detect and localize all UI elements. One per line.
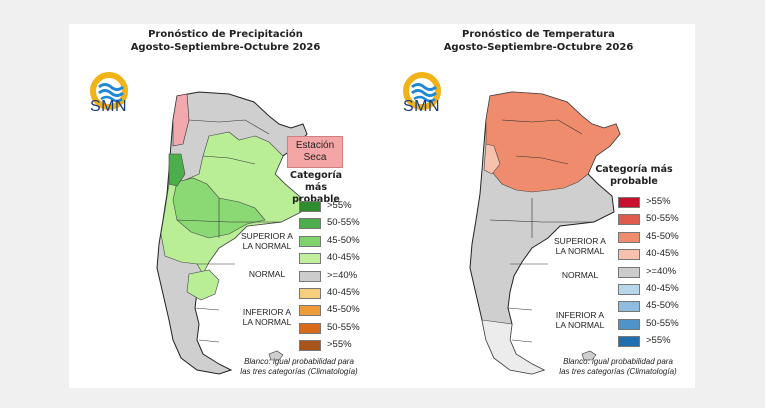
precip-superior-label: SUPERIOR A LA NORMAL [237, 231, 297, 251]
dry-season-region [172, 93, 190, 147]
legend-label: 40-45% [646, 283, 679, 294]
legend-swatch [618, 336, 640, 348]
legend-label: 45-50% [646, 230, 679, 242]
malvinas-islands [268, 350, 284, 361]
dry-season-line2: Seca [303, 152, 327, 163]
legend-swatch [299, 218, 321, 230]
temp-sup-line2: LA NORMAL [555, 246, 605, 256]
temperature-panel: Pronóstico de Temperatura Agosto-Septiem… [382, 24, 695, 388]
temp-inf-line2: LA NORMAL [555, 320, 605, 330]
legend-label: 45-50% [327, 304, 360, 316]
legend-label: 40-45% [327, 252, 360, 264]
legend-label: 45-50% [327, 234, 360, 246]
temp-inferior-label: INFERIOR A LA NORMAL [550, 310, 610, 330]
legend-swatch [299, 305, 321, 317]
temp-inf-line1: INFERIOR A [555, 310, 605, 320]
temp-category-title: Categoría más probable [594, 164, 674, 188]
temp-superior-label: SUPERIOR A LA NORMAL [550, 236, 610, 256]
legend-label: 50-55% [646, 317, 679, 329]
green-region-south [186, 269, 220, 301]
temperature-title-line1: Pronóstico de Temperatura [462, 29, 615, 40]
warm-region-light [483, 143, 501, 175]
legend-label: 50-55% [646, 213, 679, 225]
precip-inf-line2: LA NORMAL [242, 317, 292, 327]
precip-note: Blanco: igual probabilidad para las tres… [229, 357, 369, 377]
precipitation-map [156, 91, 308, 375]
legend-swatch [618, 231, 640, 243]
legend-label: 40-45% [327, 287, 360, 298]
legend-label: 40-45% [646, 248, 679, 260]
legend-label: >55% [327, 200, 352, 211]
legend-swatch [299, 340, 321, 352]
legend-label: 50-55% [327, 217, 360, 229]
legend-label: 45-50% [646, 300, 679, 312]
precip-sup-line1: SUPERIOR A [241, 231, 293, 241]
legend-label: 50-55% [327, 321, 360, 333]
precip-note-line2: las tres categorías (Climatología) [240, 367, 358, 376]
smn-logo-icon [403, 72, 441, 110]
precip-note-line1: Blanco: igual probabilidad para [244, 357, 354, 366]
temp-sup-line1: SUPERIOR A [554, 236, 606, 246]
province-borders [176, 119, 281, 343]
legend-swatch [618, 284, 640, 295]
precip-cat-line1: Categoría más [289, 170, 343, 193]
legend-label: >=40% [327, 269, 358, 281]
precipitation-panel: Pronóstico de Precipitación Agosto-Septi… [69, 24, 382, 388]
temp-cat-line2: probable [610, 176, 658, 187]
temp-note: Blanco: igual probabilidad para las tres… [548, 357, 688, 377]
forecast-sheet: Pronóstico de Precipitación Agosto-Septi… [69, 24, 695, 388]
legend-label: >55% [327, 339, 352, 351]
legend-swatch [618, 301, 640, 313]
precip-sup-line2: LA NORMAL [242, 241, 292, 251]
temp-normal-label: NORMAL [561, 270, 599, 280]
precip-normal-label: NORMAL [248, 269, 286, 279]
malvinas-islands [581, 350, 597, 361]
smn-logo-text: SMN [90, 98, 128, 115]
precipitation-title-line2: Agosto-Septiembre-Octubre 2026 [130, 42, 321, 53]
legend-swatch [299, 270, 321, 282]
legend-swatch [618, 249, 640, 261]
green-region-dark [168, 153, 186, 187]
precip-cat-line2: probable [292, 194, 340, 205]
temperature-title: Pronóstico de Temperatura Agosto-Septiem… [382, 28, 695, 54]
smn-logo-text: SMN [403, 98, 441, 115]
legend-swatch [618, 266, 640, 278]
legend-swatch [618, 318, 640, 330]
dry-season-line1: Estación [295, 140, 335, 151]
legend-swatch [299, 322, 321, 334]
precip-inf-line1: INFERIOR A [242, 307, 292, 317]
legend-swatch [299, 235, 321, 247]
legend-swatch [618, 197, 640, 208]
temp-note-line2: las tres categorías (Climatología) [559, 367, 677, 376]
warm-region [485, 91, 621, 193]
legend-label: >55% [646, 196, 671, 207]
legend-swatch [618, 214, 640, 226]
precipitation-title: Pronóstico de Precipitación Agosto-Septi… [69, 28, 382, 54]
legend-swatch [299, 253, 321, 265]
legend-swatch [299, 201, 321, 212]
temperature-map [469, 91, 621, 375]
temperature-title-line2: Agosto-Septiembre-Octubre 2026 [443, 42, 634, 53]
province-borders [489, 119, 594, 343]
precip-inferior-label: INFERIOR A LA NORMAL [237, 307, 297, 327]
south-white-region [481, 319, 545, 375]
dry-season-label: Estación Seca [287, 136, 343, 168]
precip-category-title: Categoría más probable [281, 170, 351, 206]
legend-label: >55% [646, 335, 671, 347]
legend-label: >=40% [646, 265, 677, 277]
temp-cat-line1: Categoría más [595, 164, 673, 175]
temp-note-line1: Blanco: igual probabilidad para [563, 357, 673, 366]
legend-swatch [299, 288, 321, 299]
precipitation-title-line1: Pronóstico de Precipitación [148, 29, 303, 40]
smn-logo-icon [90, 72, 128, 110]
